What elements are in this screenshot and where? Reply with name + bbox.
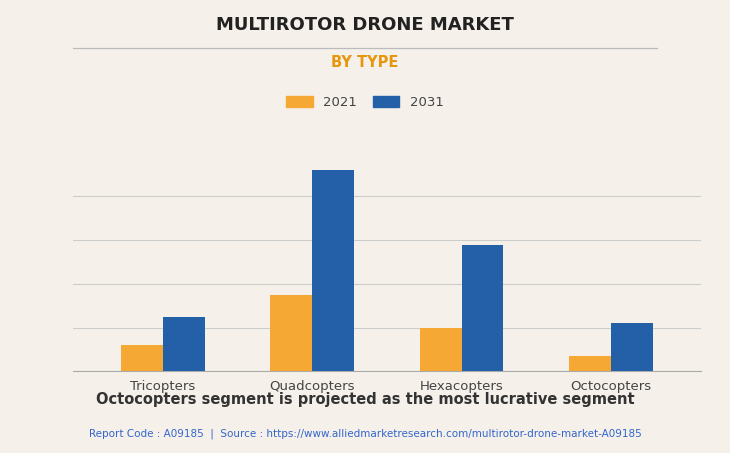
Legend: 2021, 2031: 2021, 2031 [281, 91, 449, 114]
Bar [611, 323, 653, 371]
Text: BY TYPE: BY TYPE [331, 55, 399, 70]
Bar [121, 345, 163, 371]
Bar [420, 328, 461, 371]
Text: Octocopters segment is projected as the most lucrative segment: Octocopters segment is projected as the … [96, 392, 634, 407]
Bar [270, 295, 312, 371]
Bar [569, 356, 611, 371]
Bar [163, 317, 204, 371]
Bar [461, 245, 504, 371]
Bar [312, 170, 354, 371]
Text: Report Code : A09185  |  Source : https://www.alliedmarketresearch.com/multiroto: Report Code : A09185 | Source : https://… [88, 428, 642, 439]
Text: MULTIROTOR DRONE MARKET: MULTIROTOR DRONE MARKET [216, 16, 514, 34]
